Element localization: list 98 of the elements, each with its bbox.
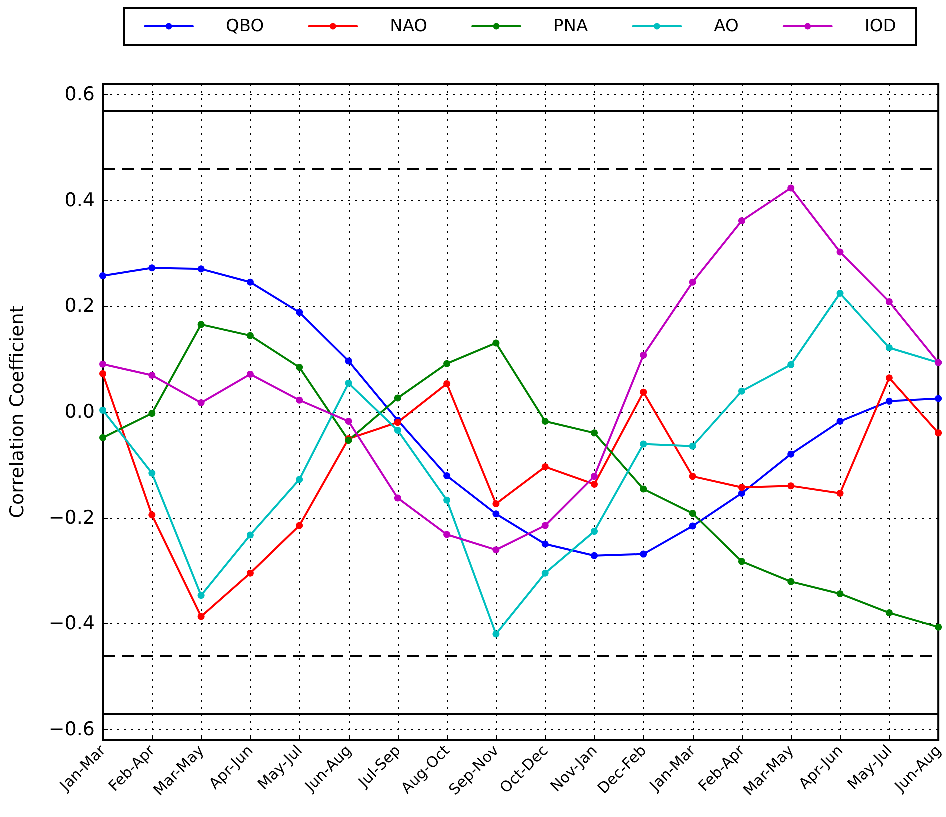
- legend-label: PNA: [554, 16, 589, 36]
- point: [542, 418, 549, 426]
- point: [836, 248, 844, 256]
- point: [296, 476, 304, 484]
- point: [738, 218, 746, 225]
- point: [444, 531, 451, 538]
- point: [836, 490, 844, 497]
- point: [738, 490, 746, 497]
- point: [246, 278, 254, 286]
- point: [148, 470, 156, 477]
- point: [640, 550, 648, 558]
- point: [640, 352, 648, 359]
- point: [148, 410, 156, 418]
- y-tick-label: −0.4: [48, 612, 95, 635]
- point: [886, 374, 893, 382]
- point: [886, 398, 893, 405]
- point: [738, 388, 746, 395]
- point: [492, 500, 500, 508]
- point: [492, 340, 500, 347]
- point: [886, 344, 893, 352]
- point: [591, 552, 598, 560]
- point: [444, 496, 451, 504]
- point: [148, 372, 156, 379]
- point: [935, 624, 942, 631]
- point: [296, 522, 304, 530]
- point: [591, 430, 598, 437]
- point: [689, 522, 696, 530]
- point: [444, 472, 451, 480]
- point: [296, 309, 304, 316]
- point: [148, 512, 156, 519]
- point: [394, 427, 402, 434]
- point: [738, 484, 746, 492]
- point: [788, 482, 795, 490]
- point: [886, 610, 893, 617]
- point: [246, 532, 254, 539]
- point: [394, 419, 402, 426]
- point: [246, 332, 254, 340]
- point: [935, 395, 942, 402]
- point: [444, 360, 451, 368]
- point: [788, 450, 795, 458]
- point: [198, 266, 205, 273]
- point: [886, 298, 893, 306]
- point: [788, 361, 795, 368]
- point: [640, 388, 648, 396]
- point: [345, 358, 352, 365]
- point: [640, 440, 648, 448]
- point: [542, 540, 549, 548]
- point: [394, 494, 402, 502]
- point: [738, 558, 746, 566]
- point: [640, 486, 648, 493]
- point: [788, 578, 795, 586]
- y-tick-label: 0.0: [64, 401, 95, 423]
- y-tick-label: −0.2: [48, 506, 95, 529]
- point: [100, 406, 106, 414]
- point: [100, 272, 106, 280]
- point: [542, 570, 549, 577]
- point: [246, 570, 254, 577]
- y-axis-title: Correlation Coefficient: [6, 306, 28, 518]
- point: [788, 184, 795, 192]
- point: [394, 394, 402, 402]
- point: [100, 370, 106, 378]
- point: [689, 510, 696, 518]
- point: [246, 370, 254, 378]
- point: [100, 434, 106, 442]
- point: [836, 590, 844, 598]
- y-tick-label: 0.4: [64, 189, 95, 212]
- point: [935, 430, 942, 437]
- legend-label: IOD: [864, 16, 896, 36]
- point: [591, 473, 598, 480]
- point: [492, 510, 500, 518]
- point: [296, 396, 304, 404]
- point: [345, 418, 352, 426]
- point: [542, 522, 549, 530]
- point: [444, 380, 451, 388]
- point: [492, 546, 500, 554]
- point: [542, 464, 549, 471]
- point: [689, 442, 696, 450]
- point: [689, 278, 696, 286]
- point: [836, 290, 844, 297]
- point: [198, 592, 205, 600]
- point: [198, 400, 205, 407]
- point: [345, 380, 352, 387]
- point: [198, 613, 205, 620]
- point: [492, 630, 500, 638]
- point: [148, 264, 156, 272]
- point: [198, 321, 205, 328]
- point: [591, 480, 598, 488]
- point: [689, 473, 696, 480]
- y-tick-label: 0.6: [64, 84, 95, 106]
- legend-label: AO: [714, 16, 739, 36]
- y-tick-label: 0.2: [64, 295, 95, 318]
- legend-label: NAO: [390, 16, 428, 36]
- point: [100, 360, 106, 368]
- point: [836, 418, 844, 426]
- legend-label: QBO: [226, 16, 264, 36]
- point: [591, 528, 598, 536]
- y-tick-label: −0.6: [48, 718, 95, 740]
- point: [296, 364, 304, 372]
